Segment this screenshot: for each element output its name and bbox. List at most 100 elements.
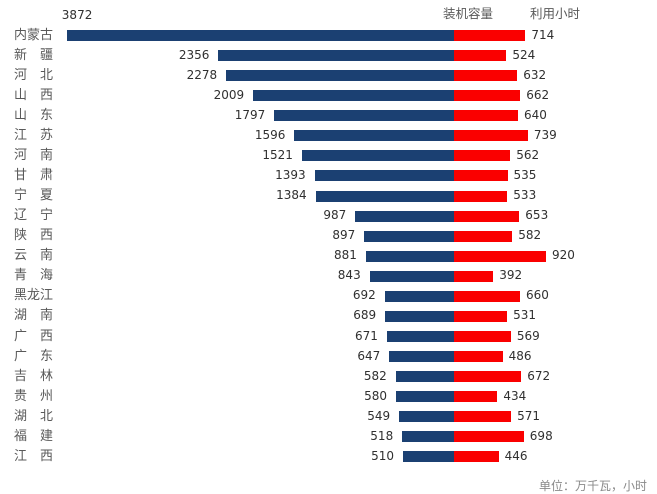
hours-value: 486 — [508, 348, 532, 363]
category-label: 宁 夏 — [13, 188, 53, 204]
capacity-bar — [396, 391, 454, 403]
capacity-bar — [355, 210, 454, 222]
hours-bar — [454, 90, 521, 102]
category-label: 云 南 — [13, 248, 53, 264]
hours-bar — [454, 331, 511, 343]
capacity-bar — [274, 110, 454, 122]
capacity-value: 671 — [355, 328, 378, 343]
hours-bar — [454, 411, 512, 423]
hours-bar — [454, 290, 520, 302]
category-label: 河 北 — [13, 67, 53, 83]
hours-bar — [454, 391, 498, 403]
capacity-value: 1384 — [276, 188, 307, 203]
legend-capacity-label: 装机容量 — [443, 6, 494, 21]
category-label: 湖 北 — [13, 408, 53, 424]
capacity-bar — [384, 290, 454, 302]
capacity-value: 692 — [352, 288, 376, 303]
capacity-value: 549 — [367, 408, 391, 423]
capacity-value: 2356 — [178, 47, 210, 62]
hours-value: 698 — [529, 428, 553, 443]
hours-bar — [454, 270, 494, 282]
capacity-bar — [226, 70, 454, 82]
hours-bar — [454, 230, 513, 242]
capacity-bar — [389, 351, 454, 363]
hours-value: 632 — [523, 67, 547, 82]
hours-bar — [454, 250, 546, 262]
capacity-bar — [399, 411, 454, 423]
hours-value: 392 — [499, 268, 523, 283]
category-label: 新 疆 — [13, 47, 53, 63]
category-label: 黑龙江 — [13, 288, 53, 304]
hours-value: 562 — [516, 147, 540, 162]
category-label: 江 西 — [13, 448, 53, 464]
category-label: 江 苏 — [13, 127, 53, 143]
category-label: 贵 州 — [13, 388, 53, 404]
capacity-value: 1797 — [234, 107, 266, 122]
unit-note: 单位：万千瓦，小时 — [538, 479, 647, 493]
capacity-bar — [253, 90, 454, 102]
capacity-value: 987 — [323, 208, 347, 223]
capacity-value: 843 — [337, 268, 361, 283]
capacity-value: 689 — [353, 308, 377, 323]
hours-bar — [454, 170, 508, 182]
capacity-bar — [294, 130, 454, 142]
hours-value: 920 — [552, 248, 575, 263]
category-label: 陕 西 — [13, 228, 53, 244]
capacity-value: 881 — [334, 248, 357, 263]
capacity-value: 510 — [371, 448, 394, 463]
hours-bar — [454, 451, 499, 463]
category-label: 山 东 — [13, 107, 53, 123]
legend-hours-label: 利用小时 — [530, 6, 581, 21]
capacity-value: 2009 — [213, 87, 245, 102]
capacity-bar — [364, 230, 454, 242]
capacity-bar — [315, 190, 454, 202]
capacity-bar — [365, 250, 454, 262]
capacity-bar — [395, 371, 454, 383]
capacity-value: 2278 — [186, 67, 218, 82]
hours-value: 739 — [533, 127, 557, 142]
category-label: 湖 南 — [13, 308, 53, 324]
hours-bar — [454, 431, 524, 443]
hours-value: 571 — [517, 408, 540, 423]
hours-value: 714 — [531, 27, 555, 42]
hours-value: 653 — [525, 208, 549, 223]
capacity-bar — [369, 270, 454, 282]
category-label: 吉 林 — [13, 368, 53, 384]
capacity-bar — [218, 50, 454, 62]
hours-bar — [454, 70, 518, 82]
hours-value: 434 — [503, 388, 527, 403]
hours-value: 533 — [513, 188, 537, 203]
hours-bar — [454, 150, 511, 162]
category-label: 山 西 — [13, 87, 53, 103]
hours-bar — [454, 50, 507, 62]
capacity-value: 518 — [370, 428, 394, 443]
category-label: 河 南 — [13, 147, 53, 163]
category-label: 青 海 — [13, 268, 53, 284]
capacity-value: 647 — [357, 348, 381, 363]
capacity-value: 580 — [364, 388, 387, 403]
hours-value: 660 — [526, 288, 549, 303]
capacity-value: 1393 — [275, 167, 306, 182]
hours-value: 569 — [516, 328, 540, 343]
capacity-bar — [386, 331, 454, 343]
hours-bar — [454, 30, 526, 41]
capacity-bar — [301, 150, 454, 162]
capacity-value: 582 — [363, 368, 387, 383]
category-label: 甘 肃 — [13, 167, 53, 183]
hours-value: 535 — [513, 167, 537, 182]
category-label: 辽 宁 — [13, 208, 53, 224]
capacity-bar — [66, 30, 454, 41]
category-label: 福 建 — [13, 428, 53, 444]
hours-value: 662 — [526, 87, 550, 102]
hours-value: 524 — [512, 47, 536, 62]
category-label: 广 西 — [13, 328, 53, 344]
hours-bar — [454, 351, 503, 363]
hours-bar — [454, 190, 508, 202]
hours-value: 582 — [518, 228, 542, 243]
hours-value: 446 — [504, 448, 528, 463]
category-label: 内蒙古 — [13, 27, 53, 43]
hours-value: 640 — [524, 107, 547, 122]
hours-bar — [454, 310, 508, 322]
capacity-bar — [402, 431, 454, 443]
